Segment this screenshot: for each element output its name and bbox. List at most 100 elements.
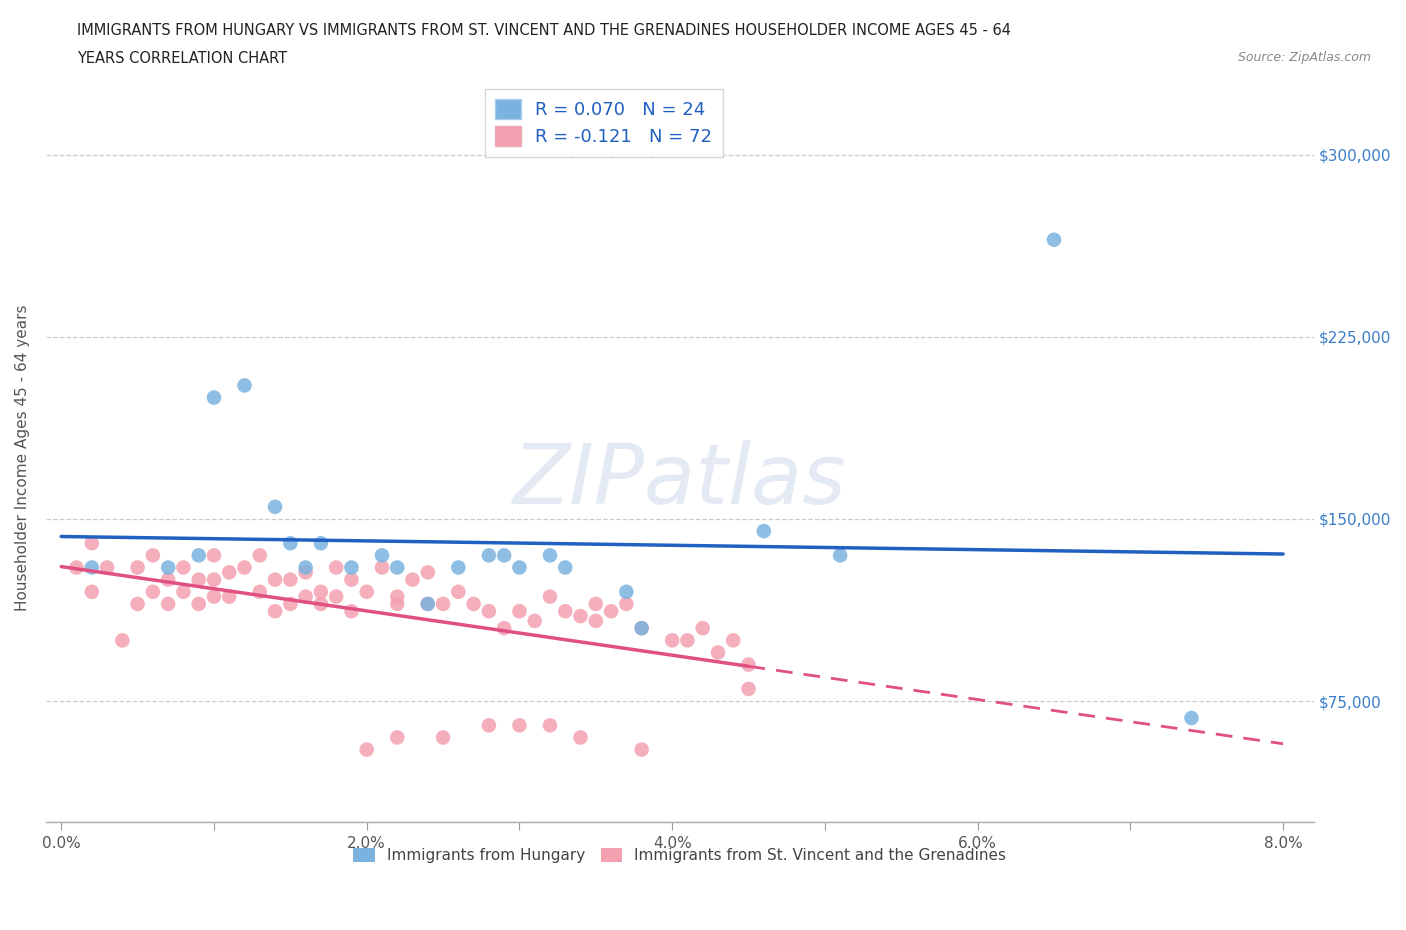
- Text: YEARS CORRELATION CHART: YEARS CORRELATION CHART: [77, 51, 287, 66]
- Point: [416, 596, 439, 611]
- Point: [187, 548, 209, 563]
- Point: [218, 565, 240, 579]
- Point: [508, 718, 530, 733]
- Point: [614, 584, 637, 599]
- Point: [294, 565, 316, 579]
- Point: [830, 548, 852, 563]
- Point: [202, 390, 225, 405]
- Point: [478, 604, 501, 618]
- Point: [707, 645, 730, 660]
- Point: [387, 596, 409, 611]
- Point: [463, 596, 485, 611]
- Point: [80, 560, 103, 575]
- Point: [630, 620, 652, 635]
- Point: [249, 584, 271, 599]
- Point: [80, 584, 103, 599]
- Point: [569, 730, 592, 745]
- Point: [325, 590, 347, 604]
- Point: [65, 560, 87, 575]
- Point: [157, 572, 180, 587]
- Point: [478, 718, 501, 733]
- Point: [661, 633, 683, 648]
- Point: [538, 548, 561, 563]
- Point: [523, 614, 546, 629]
- Point: [309, 584, 332, 599]
- Point: [508, 560, 530, 575]
- Point: [111, 633, 134, 648]
- Point: [280, 536, 302, 551]
- Point: [585, 596, 607, 611]
- Point: [218, 590, 240, 604]
- Point: [1043, 232, 1066, 247]
- Point: [432, 596, 454, 611]
- Point: [356, 742, 378, 757]
- Point: [325, 560, 347, 575]
- Point: [432, 730, 454, 745]
- Point: [600, 604, 623, 618]
- Point: [538, 718, 561, 733]
- Point: [494, 548, 516, 563]
- Point: [233, 560, 256, 575]
- Point: [723, 633, 745, 648]
- Point: [202, 548, 225, 563]
- Point: [294, 590, 316, 604]
- Point: [585, 614, 607, 629]
- Point: [554, 560, 576, 575]
- Point: [187, 596, 209, 611]
- Point: [478, 548, 501, 563]
- Point: [447, 560, 470, 575]
- Point: [494, 620, 516, 635]
- Point: [264, 572, 287, 587]
- Point: [187, 572, 209, 587]
- Point: [249, 548, 271, 563]
- Text: Source: ZipAtlas.com: Source: ZipAtlas.com: [1237, 51, 1371, 64]
- Point: [371, 548, 394, 563]
- Point: [630, 742, 652, 757]
- Point: [387, 590, 409, 604]
- Point: [737, 682, 759, 697]
- Point: [280, 572, 302, 587]
- Point: [157, 560, 180, 575]
- Point: [554, 604, 576, 618]
- Point: [309, 536, 332, 551]
- Point: [371, 560, 394, 575]
- Point: [356, 584, 378, 599]
- Point: [508, 604, 530, 618]
- Point: [142, 548, 165, 563]
- Point: [630, 620, 652, 635]
- Point: [416, 565, 439, 579]
- Text: IMMIGRANTS FROM HUNGARY VS IMMIGRANTS FROM ST. VINCENT AND THE GRENADINES HOUSEH: IMMIGRANTS FROM HUNGARY VS IMMIGRANTS FR…: [77, 23, 1011, 38]
- Point: [280, 596, 302, 611]
- Y-axis label: Householder Income Ages 45 - 64 years: Householder Income Ages 45 - 64 years: [15, 305, 30, 612]
- Point: [202, 590, 225, 604]
- Point: [340, 560, 363, 575]
- Point: [264, 604, 287, 618]
- Point: [569, 608, 592, 623]
- Text: ZIPatlas: ZIPatlas: [513, 440, 846, 521]
- Point: [96, 560, 118, 575]
- Point: [172, 560, 194, 575]
- Point: [692, 620, 714, 635]
- Point: [416, 596, 439, 611]
- Legend: Immigrants from Hungary, Immigrants from St. Vincent and the Grenadines: Immigrants from Hungary, Immigrants from…: [347, 843, 1012, 870]
- Point: [127, 560, 149, 575]
- Point: [264, 499, 287, 514]
- Point: [80, 536, 103, 551]
- Point: [676, 633, 699, 648]
- Point: [401, 572, 423, 587]
- Point: [737, 658, 759, 672]
- Point: [387, 730, 409, 745]
- Point: [752, 524, 775, 538]
- Point: [340, 604, 363, 618]
- Point: [172, 584, 194, 599]
- Point: [294, 560, 316, 575]
- Point: [538, 590, 561, 604]
- Point: [387, 560, 409, 575]
- Point: [202, 572, 225, 587]
- Point: [614, 596, 637, 611]
- Point: [340, 572, 363, 587]
- Point: [127, 596, 149, 611]
- Point: [309, 596, 332, 611]
- Point: [142, 584, 165, 599]
- Point: [233, 378, 256, 392]
